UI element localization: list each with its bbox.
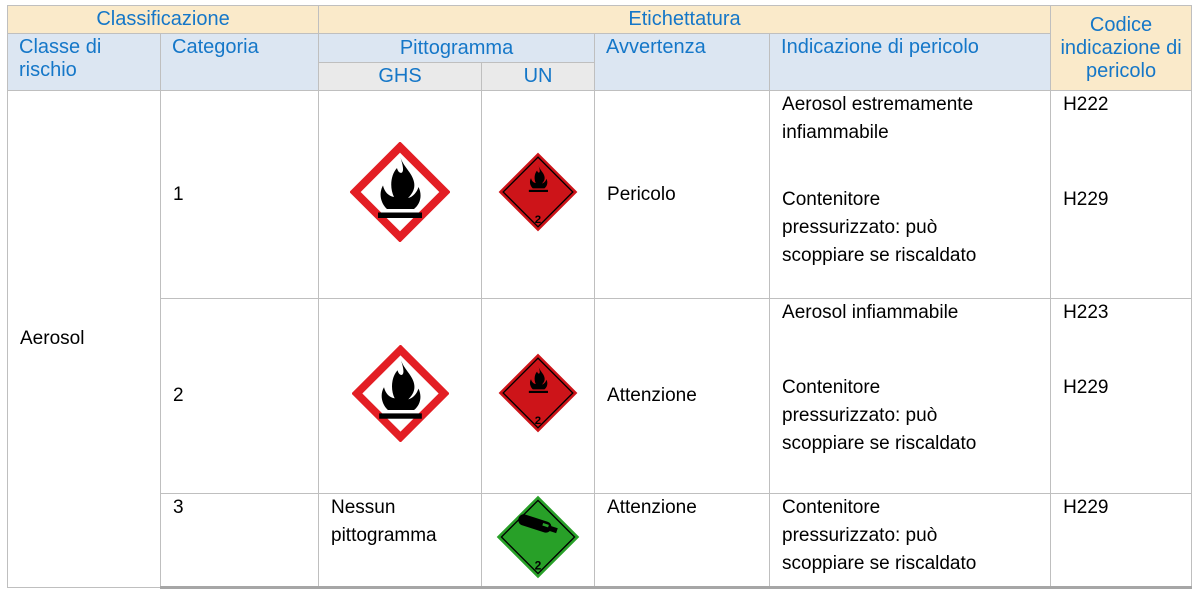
header-categoria: Categoria [159,33,320,91]
hazard-code: H229 [1063,497,1109,518]
categoria-value: 3 [173,497,184,518]
un-gas-cylinder-2-icon: 2 [496,495,580,579]
header-classe-di-rischio: Classe di rischio [7,33,161,91]
header-codice-indicazione: Codice indicazione di pericolo [1050,5,1193,91]
hazard-code: H222 [1063,94,1109,115]
un-pictogram-cell-1: 2 [481,90,596,299]
header-indicazione-di-pericolo: Indicazione di pericolo [769,33,1052,91]
indicazione-cell-2: Aerosol infiammabile Contenitore pressur… [769,298,1052,494]
hazard-statement: Contenitore pressurizzato: può scoppiare… [782,497,977,574]
categoria-cell-1: 1 [159,90,320,299]
gas-cylinder-glyph [518,514,558,534]
ghs-pictogram-cell-3: Nessun pittogramma [318,493,483,589]
categoria-cell-2: 2 [159,298,320,494]
ghs-flame-icon [349,140,451,243]
un-flammable-gas-2-icon: 2 [498,353,578,433]
un-pictogram-cell-3: 2 [481,493,596,589]
no-pictogram-label: Nessun pittogramma [331,497,437,546]
header-pittogramma: Pittogramma [318,33,596,63]
avvertenza-cell-2: Attenzione [594,298,771,494]
indicazione-cell-1: Aerosol estremamente infiammabile Conten… [769,90,1052,299]
hazard-code: H229 [1063,189,1109,210]
hazard-class-cell: Aerosol [7,90,161,588]
codice-cell-2: H223 H229 [1050,298,1193,494]
categoria-value: 2 [173,385,184,406]
hazard-statement: Aerosol estremamente infiammabile [782,94,974,143]
hazard-statement: Aerosol infiammabile [782,302,959,323]
avvertenza-value: Pericolo [607,183,676,205]
header-un: UN [481,62,596,91]
hazard-code: H229 [1063,377,1109,398]
hazard-statement: Contenitore pressurizzato: può scoppiare… [782,189,977,266]
codice-cell-1: H222 H229 [1050,90,1193,299]
un-pictogram-cell-2: 2 [481,298,596,494]
header-ghs: GHS [318,62,483,91]
indicazione-cell-3: Contenitore pressurizzato: può scoppiare… [769,493,1052,589]
aerosol-hazard-table: Classificazione Etichettatura Codice ind… [6,5,1193,589]
ghs-pictogram-cell-1 [318,90,483,299]
avvertenza-cell-1: Pericolo [594,90,771,299]
hazard-class-label: Aerosol [20,328,85,349]
un-flammable-gas-2-icon: 2 [498,152,578,231]
un-label-number: 2 [535,415,541,427]
avvertenza-cell-3: Attenzione [594,493,771,589]
un-label-number: 2 [535,559,542,573]
ghs-flame-icon [350,343,450,443]
avvertenza-value: Attenzione [607,385,697,406]
header-avvertenza: Avvertenza [594,33,771,91]
un-label-number: 2 [535,214,541,226]
header-etichettatura: Etichettatura [318,5,1052,34]
hazard-statement: Contenitore pressurizzato: può scoppiare… [782,377,977,454]
header-classificazione: Classificazione [6,5,320,34]
categoria-value: 1 [173,183,184,205]
ghs-pictogram-cell-2 [318,298,483,494]
avvertenza-value: Attenzione [607,497,697,518]
hazard-code: H223 [1063,302,1109,323]
codice-cell-3: H229 [1050,493,1193,589]
categoria-cell-3: 3 [159,493,320,589]
